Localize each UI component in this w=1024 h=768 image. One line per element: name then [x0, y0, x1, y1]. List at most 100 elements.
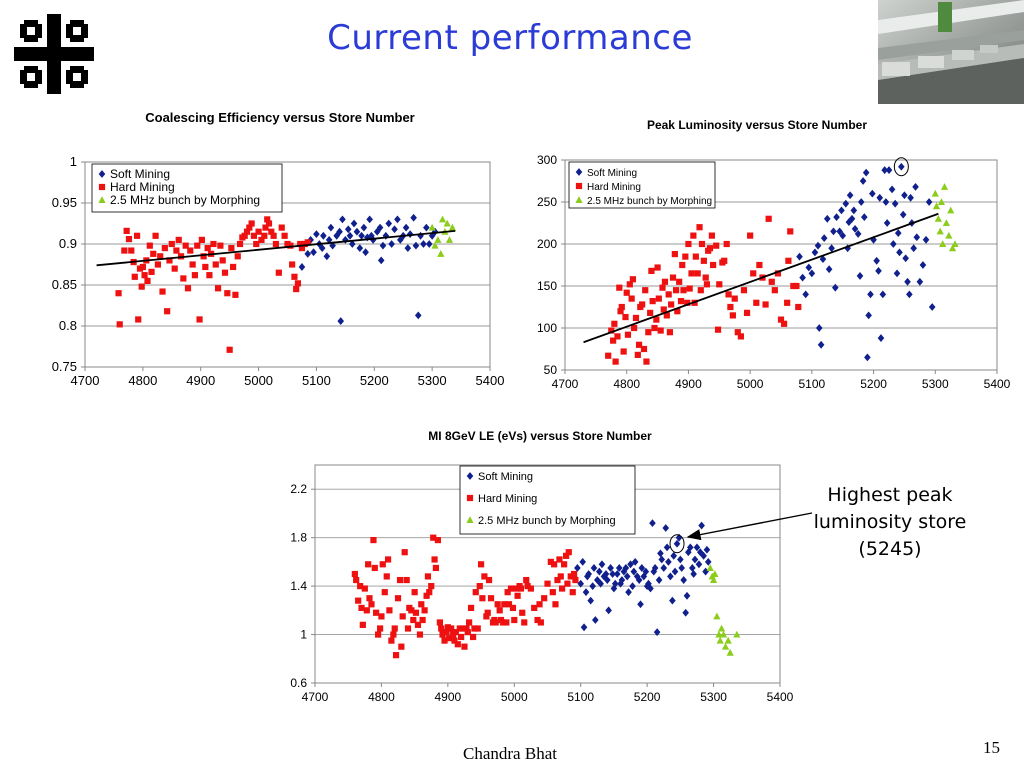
- data-point: [396, 576, 404, 584]
- data-point: [438, 215, 447, 223]
- data-point: [698, 521, 705, 530]
- data-point: [377, 625, 384, 632]
- series-2: [931, 183, 959, 252]
- data-point: [175, 236, 182, 243]
- data-point: [144, 277, 151, 284]
- data-point: [452, 629, 459, 636]
- data-point: [796, 252, 803, 261]
- data-point: [431, 556, 438, 563]
- data-point: [634, 351, 641, 358]
- data-point: [864, 353, 871, 362]
- data-point: [394, 595, 402, 602]
- y-tick-label: 50: [544, 363, 558, 377]
- data-point: [632, 314, 640, 322]
- data-point: [838, 206, 845, 215]
- y-tick-label: 2.2: [290, 482, 307, 496]
- data-point: [184, 285, 192, 292]
- data-point: [592, 616, 599, 624]
- data-point: [365, 561, 372, 568]
- peak-luminosity-chart: Peak Luminosity versus Store Number 50 100…: [537, 118, 1011, 391]
- data-point: [685, 240, 692, 248]
- data-point: [438, 625, 445, 632]
- data-point: [830, 227, 837, 236]
- data-point: [304, 239, 311, 246]
- legend-marker: [466, 516, 474, 523]
- x-tick-label: 5100: [567, 690, 594, 704]
- data-point: [414, 621, 422, 628]
- x-tick-label: 4900: [186, 373, 215, 388]
- data-point: [298, 263, 306, 271]
- data-point: [141, 272, 148, 279]
- data-point: [836, 227, 843, 236]
- data-point: [716, 281, 723, 288]
- data-point: [423, 223, 430, 232]
- data-point: [762, 301, 769, 308]
- data-point: [795, 303, 802, 311]
- data-point: [261, 232, 268, 239]
- data-point: [154, 261, 161, 268]
- data-point: [472, 589, 479, 596]
- data-point: [196, 316, 203, 323]
- data-point: [893, 269, 901, 278]
- data-point: [443, 629, 450, 636]
- data-point: [230, 263, 237, 271]
- data-point: [700, 551, 707, 560]
- series-1: [351, 534, 579, 659]
- data-point: [116, 321, 123, 328]
- data-point: [799, 273, 806, 282]
- data-point: [226, 346, 233, 353]
- y-tick-label: 1: [70, 154, 77, 169]
- data-point: [563, 552, 570, 559]
- data-point: [947, 206, 955, 214]
- data-point: [714, 326, 722, 333]
- data-point: [907, 193, 914, 202]
- data-point: [350, 219, 358, 228]
- data-point: [246, 224, 253, 231]
- data-point: [547, 558, 554, 565]
- data-point: [740, 287, 748, 294]
- legend-label: Hard Mining: [478, 493, 537, 505]
- data-point: [682, 608, 689, 617]
- data-point: [622, 313, 629, 321]
- data-point: [651, 324, 658, 332]
- data-point: [363, 607, 370, 614]
- legend-label: 2.5 MHz bunch by Morphing: [478, 515, 616, 527]
- data-point: [912, 182, 919, 191]
- data-point: [325, 236, 333, 244]
- y-tick-label: 0.85: [52, 277, 77, 292]
- data-point: [425, 240, 433, 248]
- x-tick-label: 5000: [737, 377, 764, 391]
- data-point: [910, 244, 917, 253]
- data-point: [349, 240, 356, 248]
- data-point: [351, 570, 358, 578]
- data-point: [458, 633, 465, 641]
- data-point: [139, 263, 146, 271]
- y-tick-label: 0.8: [59, 318, 77, 333]
- data-point: [689, 564, 696, 572]
- data-point: [318, 244, 326, 252]
- data-point: [448, 223, 456, 231]
- data-point: [360, 223, 368, 232]
- coalescing-efficiency-chart: Coalescing Efficiency versus Store Numbe…: [52, 110, 505, 388]
- data-point: [696, 224, 703, 231]
- data-point: [234, 253, 241, 260]
- data-point: [951, 240, 959, 247]
- data-point: [521, 619, 528, 626]
- data-point: [637, 600, 644, 609]
- data-point: [150, 250, 157, 257]
- series-1: [605, 215, 802, 365]
- data-point: [928, 303, 936, 311]
- data-point: [499, 619, 507, 626]
- data-point: [471, 625, 478, 632]
- data-point: [492, 619, 499, 626]
- data-point: [474, 625, 481, 632]
- data-point: [671, 250, 678, 258]
- data-point: [683, 591, 691, 600]
- data-point: [479, 595, 486, 602]
- data-point: [551, 561, 558, 568]
- data-point: [401, 549, 408, 556]
- data-point: [932, 202, 941, 210]
- data-point: [875, 266, 882, 275]
- data-point: [820, 234, 828, 243]
- data-point: [262, 224, 269, 231]
